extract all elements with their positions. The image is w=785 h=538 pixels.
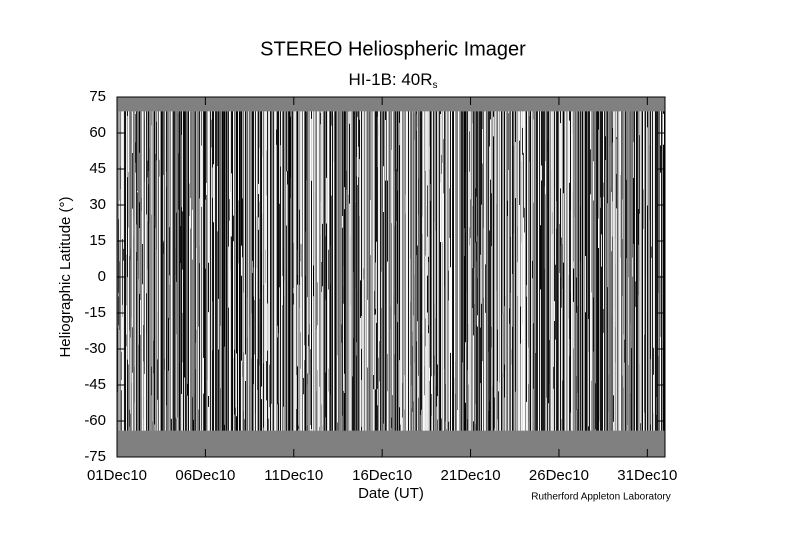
y-axis-label: Heliographic Latitude (°) (57, 196, 74, 357)
y-tick-label: -60 (84, 412, 106, 429)
credit: Rutherford Appleton Laboratory (531, 492, 671, 503)
chart-subtitle: HI-1B: 40Rs (348, 70, 437, 90)
x-tick-label: 16Dec10 (352, 467, 412, 484)
image-texture (117, 111, 665, 431)
y-tick-label: 75 (89, 88, 106, 105)
y-tick-label: -30 (84, 340, 106, 357)
x-axis-label: Date (UT) (358, 485, 424, 502)
x-tick-label: 11Dec10 (264, 467, 323, 484)
x-tick-label: 06Dec10 (175, 467, 235, 484)
y-tick-label: 45 (89, 160, 106, 177)
subtitle-text: HI-1B: 40R (348, 70, 432, 89)
y-tick-label: 15 (89, 232, 106, 249)
subtitle-subscript: s (433, 80, 438, 91)
y-tick-label: -75 (84, 448, 106, 465)
y-tick-label: -15 (84, 304, 106, 321)
y-tick-label: 60 (89, 124, 106, 141)
y-tick-label: -45 (84, 376, 106, 393)
x-tick-label: 01Dec10 (87, 467, 147, 484)
y-tick-label: 0 (98, 268, 106, 285)
x-tick-label: 21Dec10 (441, 467, 501, 484)
x-tick-label: 31Dec10 (617, 467, 677, 484)
chart-title: STEREO Heliospheric Imager (260, 38, 526, 60)
x-tick-label: 26Dec10 (529, 467, 589, 484)
plot-area (117, 97, 665, 457)
y-tick-label: 30 (89, 196, 106, 213)
